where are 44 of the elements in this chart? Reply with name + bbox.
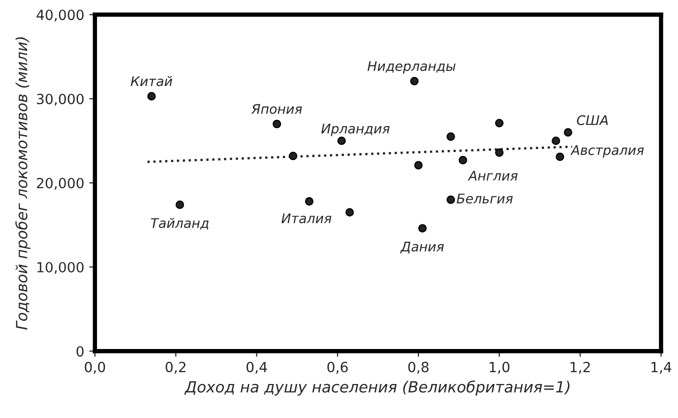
annotation: Китай	[130, 76, 172, 86]
x-tick-label: 0,6	[327, 362, 348, 374]
y-tick-label: 0	[76, 346, 84, 357]
point	[337, 136, 346, 146]
point	[176, 200, 184, 209]
point	[418, 224, 427, 233]
annotation: Дания	[400, 242, 444, 254]
x-tick-label: 0,8	[408, 362, 429, 374]
point	[288, 152, 298, 160]
annotation: Тайланд	[150, 218, 209, 230]
point	[446, 195, 456, 204]
point	[446, 132, 456, 141]
point	[305, 197, 314, 206]
x-axis-title: Доход на душу населения (Великобритания=1)	[184, 380, 570, 396]
annotation: США	[576, 115, 608, 126]
point	[556, 152, 564, 162]
y-tick-label: 10,000	[37, 262, 84, 274]
annotation: Бельгия	[456, 194, 513, 204]
point	[410, 76, 419, 86]
annotation: Нидерланды	[368, 61, 456, 74]
point	[552, 136, 560, 146]
y-tick-label: 40,000	[36, 10, 84, 22]
x-tick-label: 1,2	[570, 362, 590, 374]
point	[147, 92, 156, 100]
point	[414, 160, 423, 170]
point	[495, 118, 504, 128]
x-tick-label: 0,0	[84, 362, 106, 374]
point	[495, 148, 504, 157]
y-axis-title: Годовой пробег локомотивов (мили)	[15, 37, 30, 330]
annotation: Англия	[468, 170, 518, 180]
point	[345, 208, 354, 217]
annotation: Ирландия	[321, 124, 390, 136]
x-tick-label: 0,4	[246, 362, 267, 374]
point	[272, 120, 282, 128]
point	[564, 128, 572, 137]
x-tick-label: 0,2	[166, 362, 186, 374]
x-tick-label: 1,4	[652, 362, 672, 374]
annotation: Австралия	[570, 145, 644, 158]
annotation: Италия	[282, 213, 332, 224]
x-tick-label: 1,0	[490, 362, 510, 374]
annotation: Япония	[251, 104, 302, 114]
y-tick-label: 30,000	[36, 94, 84, 106]
point	[458, 156, 468, 164]
y-tick-label: 20,000	[36, 178, 84, 190]
